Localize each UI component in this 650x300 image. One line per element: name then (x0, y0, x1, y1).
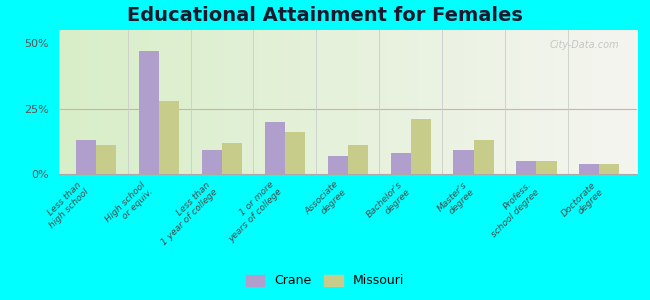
Text: City-Data.com: City-Data.com (550, 40, 619, 50)
Text: Master's
degree: Master's degree (436, 180, 476, 220)
Text: 1 or more
years of college: 1 or more years of college (219, 180, 283, 244)
Text: Educational Attainment for Females: Educational Attainment for Females (127, 6, 523, 25)
Bar (285, 132, 305, 174)
Text: High school
or equiv.: High school or equiv. (104, 180, 155, 231)
Bar (96, 145, 116, 174)
Bar (516, 161, 536, 174)
Bar (536, 161, 556, 174)
Bar (202, 150, 222, 174)
Bar (473, 140, 493, 174)
Text: Bachelor's
degree: Bachelor's degree (365, 180, 412, 227)
Legend: Crane, Missouri: Crane, Missouri (239, 268, 411, 294)
Bar (265, 122, 285, 174)
Bar (391, 153, 411, 174)
Bar (222, 142, 242, 174)
Bar (159, 101, 179, 174)
Bar (579, 164, 599, 174)
Bar (348, 145, 368, 174)
Text: Profess.
school degree: Profess. school degree (482, 180, 541, 239)
Text: Less than
1 year of college: Less than 1 year of college (152, 180, 219, 247)
Bar (139, 51, 159, 174)
Text: Less than
high school: Less than high school (40, 180, 90, 230)
Bar (76, 140, 96, 174)
Bar (599, 164, 619, 174)
Text: Doctorate
degree: Doctorate degree (560, 180, 605, 225)
Bar (454, 150, 473, 174)
Bar (328, 156, 348, 174)
Bar (411, 119, 431, 174)
Text: Associate
degree: Associate degree (304, 180, 348, 224)
